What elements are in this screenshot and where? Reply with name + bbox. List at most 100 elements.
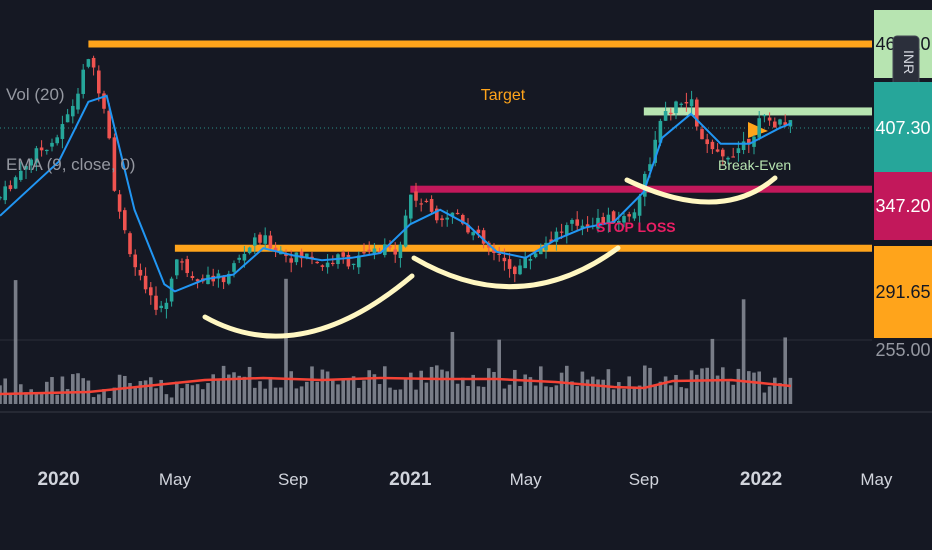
volume-bar bbox=[731, 384, 735, 404]
candle-body bbox=[476, 229, 481, 234]
candle-body bbox=[91, 57, 96, 68]
candle-body bbox=[39, 147, 44, 151]
volume-bar bbox=[679, 387, 683, 404]
candle-body bbox=[461, 215, 465, 224]
volume-bar bbox=[294, 388, 299, 404]
volume-bar bbox=[591, 376, 595, 404]
candle-body bbox=[757, 118, 761, 138]
volume-bar bbox=[247, 366, 252, 404]
volume-bar bbox=[788, 377, 793, 404]
volume-bar bbox=[611, 389, 616, 404]
candle-body bbox=[731, 156, 735, 158]
volume-bar bbox=[539, 366, 543, 404]
candle-body bbox=[133, 254, 137, 268]
candle-body bbox=[424, 200, 429, 203]
candle-body bbox=[398, 244, 403, 259]
cup-arc-3 bbox=[624, 175, 778, 205]
target-annotation: Target bbox=[481, 87, 526, 104]
candle-body bbox=[403, 215, 408, 247]
volume-bar bbox=[518, 385, 522, 404]
volume-bar bbox=[55, 394, 59, 404]
volume-bar bbox=[559, 372, 564, 404]
candle-body bbox=[268, 235, 273, 249]
volume-bar bbox=[549, 387, 553, 404]
volume-bar bbox=[487, 368, 491, 404]
volume-bar bbox=[736, 368, 741, 404]
candle-body bbox=[726, 157, 730, 160]
candle-body bbox=[518, 265, 522, 275]
volume-bar bbox=[471, 374, 475, 404]
candle-body bbox=[622, 216, 626, 223]
volume-bar bbox=[97, 394, 101, 404]
volume-bar bbox=[643, 365, 647, 404]
candle-body bbox=[767, 117, 772, 121]
candle-body bbox=[372, 248, 377, 254]
volume-bar bbox=[331, 379, 335, 404]
volume-bar bbox=[216, 379, 221, 404]
candle-body bbox=[86, 59, 91, 67]
volume-bar bbox=[227, 374, 231, 404]
volume-bar bbox=[351, 376, 356, 404]
volume-bar bbox=[528, 377, 533, 404]
candle-body bbox=[695, 99, 699, 127]
x-tick-label: May bbox=[860, 470, 893, 489]
candle-body bbox=[117, 194, 122, 212]
candle-body bbox=[632, 212, 637, 219]
volume-bar bbox=[429, 366, 434, 404]
candle-body bbox=[653, 139, 657, 163]
volume-bar bbox=[242, 376, 247, 404]
volume-bar bbox=[554, 385, 559, 404]
volume-bar bbox=[601, 379, 605, 404]
x-tick-label: 2022 bbox=[740, 469, 782, 490]
volume-bar bbox=[726, 381, 730, 404]
price-label: 255.00 bbox=[875, 340, 930, 360]
volume-bar bbox=[481, 386, 486, 404]
volume-bar bbox=[403, 378, 408, 404]
volume-bar bbox=[310, 366, 314, 404]
volume-bar bbox=[123, 375, 127, 404]
volume-bar bbox=[253, 387, 257, 404]
candle-body bbox=[263, 235, 267, 244]
volume-bar bbox=[367, 370, 371, 404]
volume-bar bbox=[596, 379, 600, 404]
candle-body bbox=[185, 259, 189, 274]
volume-bar bbox=[138, 381, 143, 404]
volume-bar bbox=[190, 385, 195, 404]
candle-body bbox=[419, 203, 423, 205]
volume-bar bbox=[627, 376, 631, 404]
candle-body bbox=[523, 257, 527, 269]
candle-body bbox=[164, 302, 169, 310]
volume-bar bbox=[435, 365, 439, 404]
volume-bar bbox=[91, 397, 96, 404]
volume-bar bbox=[211, 374, 215, 404]
volume-bar bbox=[315, 381, 319, 404]
volume-legend: Vol (20) bbox=[6, 85, 65, 104]
candle-body bbox=[128, 233, 132, 255]
price-label-box bbox=[874, 172, 932, 240]
candle-body bbox=[689, 99, 694, 107]
candle-body bbox=[778, 119, 782, 125]
volume-bar bbox=[502, 388, 507, 404]
volume-bar bbox=[34, 392, 39, 404]
volume-bar bbox=[289, 371, 293, 404]
candle-body bbox=[331, 262, 335, 265]
volume-bar bbox=[523, 374, 527, 404]
volume-bar bbox=[258, 381, 262, 404]
volume-bar bbox=[237, 375, 241, 404]
currency-label: INR bbox=[901, 50, 917, 74]
candle-body bbox=[216, 273, 221, 279]
volume-bar bbox=[778, 383, 782, 404]
candle-body bbox=[554, 231, 559, 242]
candle-body bbox=[65, 114, 70, 123]
volume-bar bbox=[299, 386, 304, 404]
candle-body bbox=[195, 279, 200, 282]
volume-bar bbox=[24, 392, 28, 404]
cup-arc-2 bbox=[411, 245, 621, 290]
candle-body bbox=[107, 110, 111, 139]
volume-bar bbox=[325, 371, 330, 404]
candle-body bbox=[273, 247, 278, 251]
price-label-box bbox=[874, 246, 932, 338]
volume-bar bbox=[341, 378, 345, 404]
candle-body bbox=[715, 149, 720, 152]
